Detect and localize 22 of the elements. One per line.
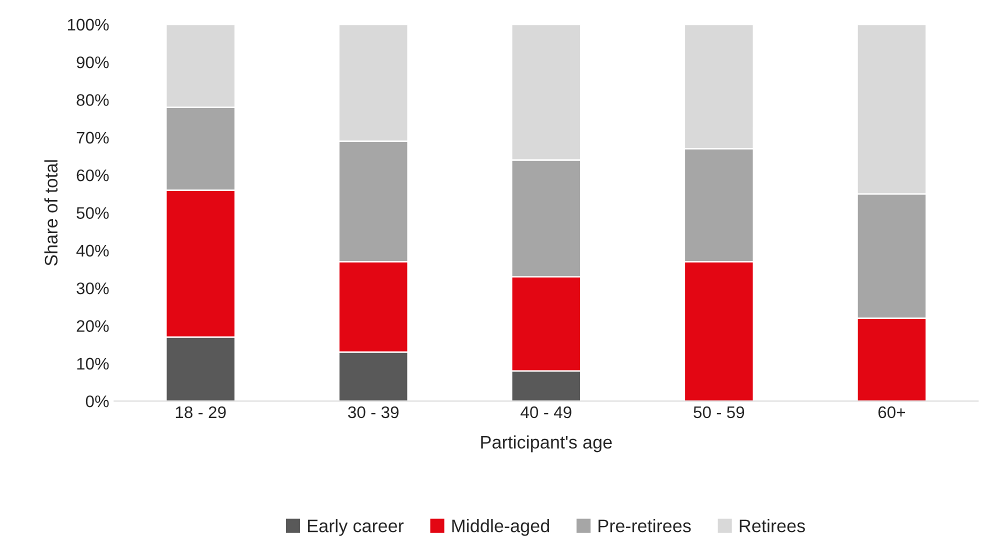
x-tick-label: 18 - 29 bbox=[176, 406, 226, 418]
x-tick-label: 60+ bbox=[878, 406, 906, 418]
y-tick-label: 100% bbox=[68, 18, 109, 31]
x-tick-label: 40 - 49 bbox=[520, 406, 572, 418]
y-axis-title: Share of total bbox=[44, 160, 58, 266]
x-tick-label: 50 - 59 bbox=[694, 406, 744, 418]
y-tick-label: 70% bbox=[76, 132, 109, 144]
y-tick-label: 30% bbox=[76, 282, 109, 294]
y-tick-label: 20% bbox=[76, 320, 109, 332]
y-tick-label: 50% bbox=[76, 207, 109, 219]
legend-label: Retirees bbox=[740, 519, 805, 532]
legend-label: Early career bbox=[308, 519, 404, 536]
y-tick-label: 60% bbox=[76, 169, 109, 182]
y-tick-label: 0% bbox=[86, 395, 109, 408]
y-tick-label: 90% bbox=[76, 56, 109, 68]
x-axis-title: Participant's age bbox=[481, 435, 612, 452]
x-tick-label: 30 - 39 bbox=[348, 406, 399, 418]
y-tick-label: 10% bbox=[77, 358, 109, 370]
y-tick-label: 40% bbox=[76, 244, 109, 257]
legend-label: Pre-retirees bbox=[598, 519, 691, 532]
y-tick-label: 80% bbox=[76, 94, 109, 106]
legend-label: Middle-aged bbox=[452, 519, 550, 536]
